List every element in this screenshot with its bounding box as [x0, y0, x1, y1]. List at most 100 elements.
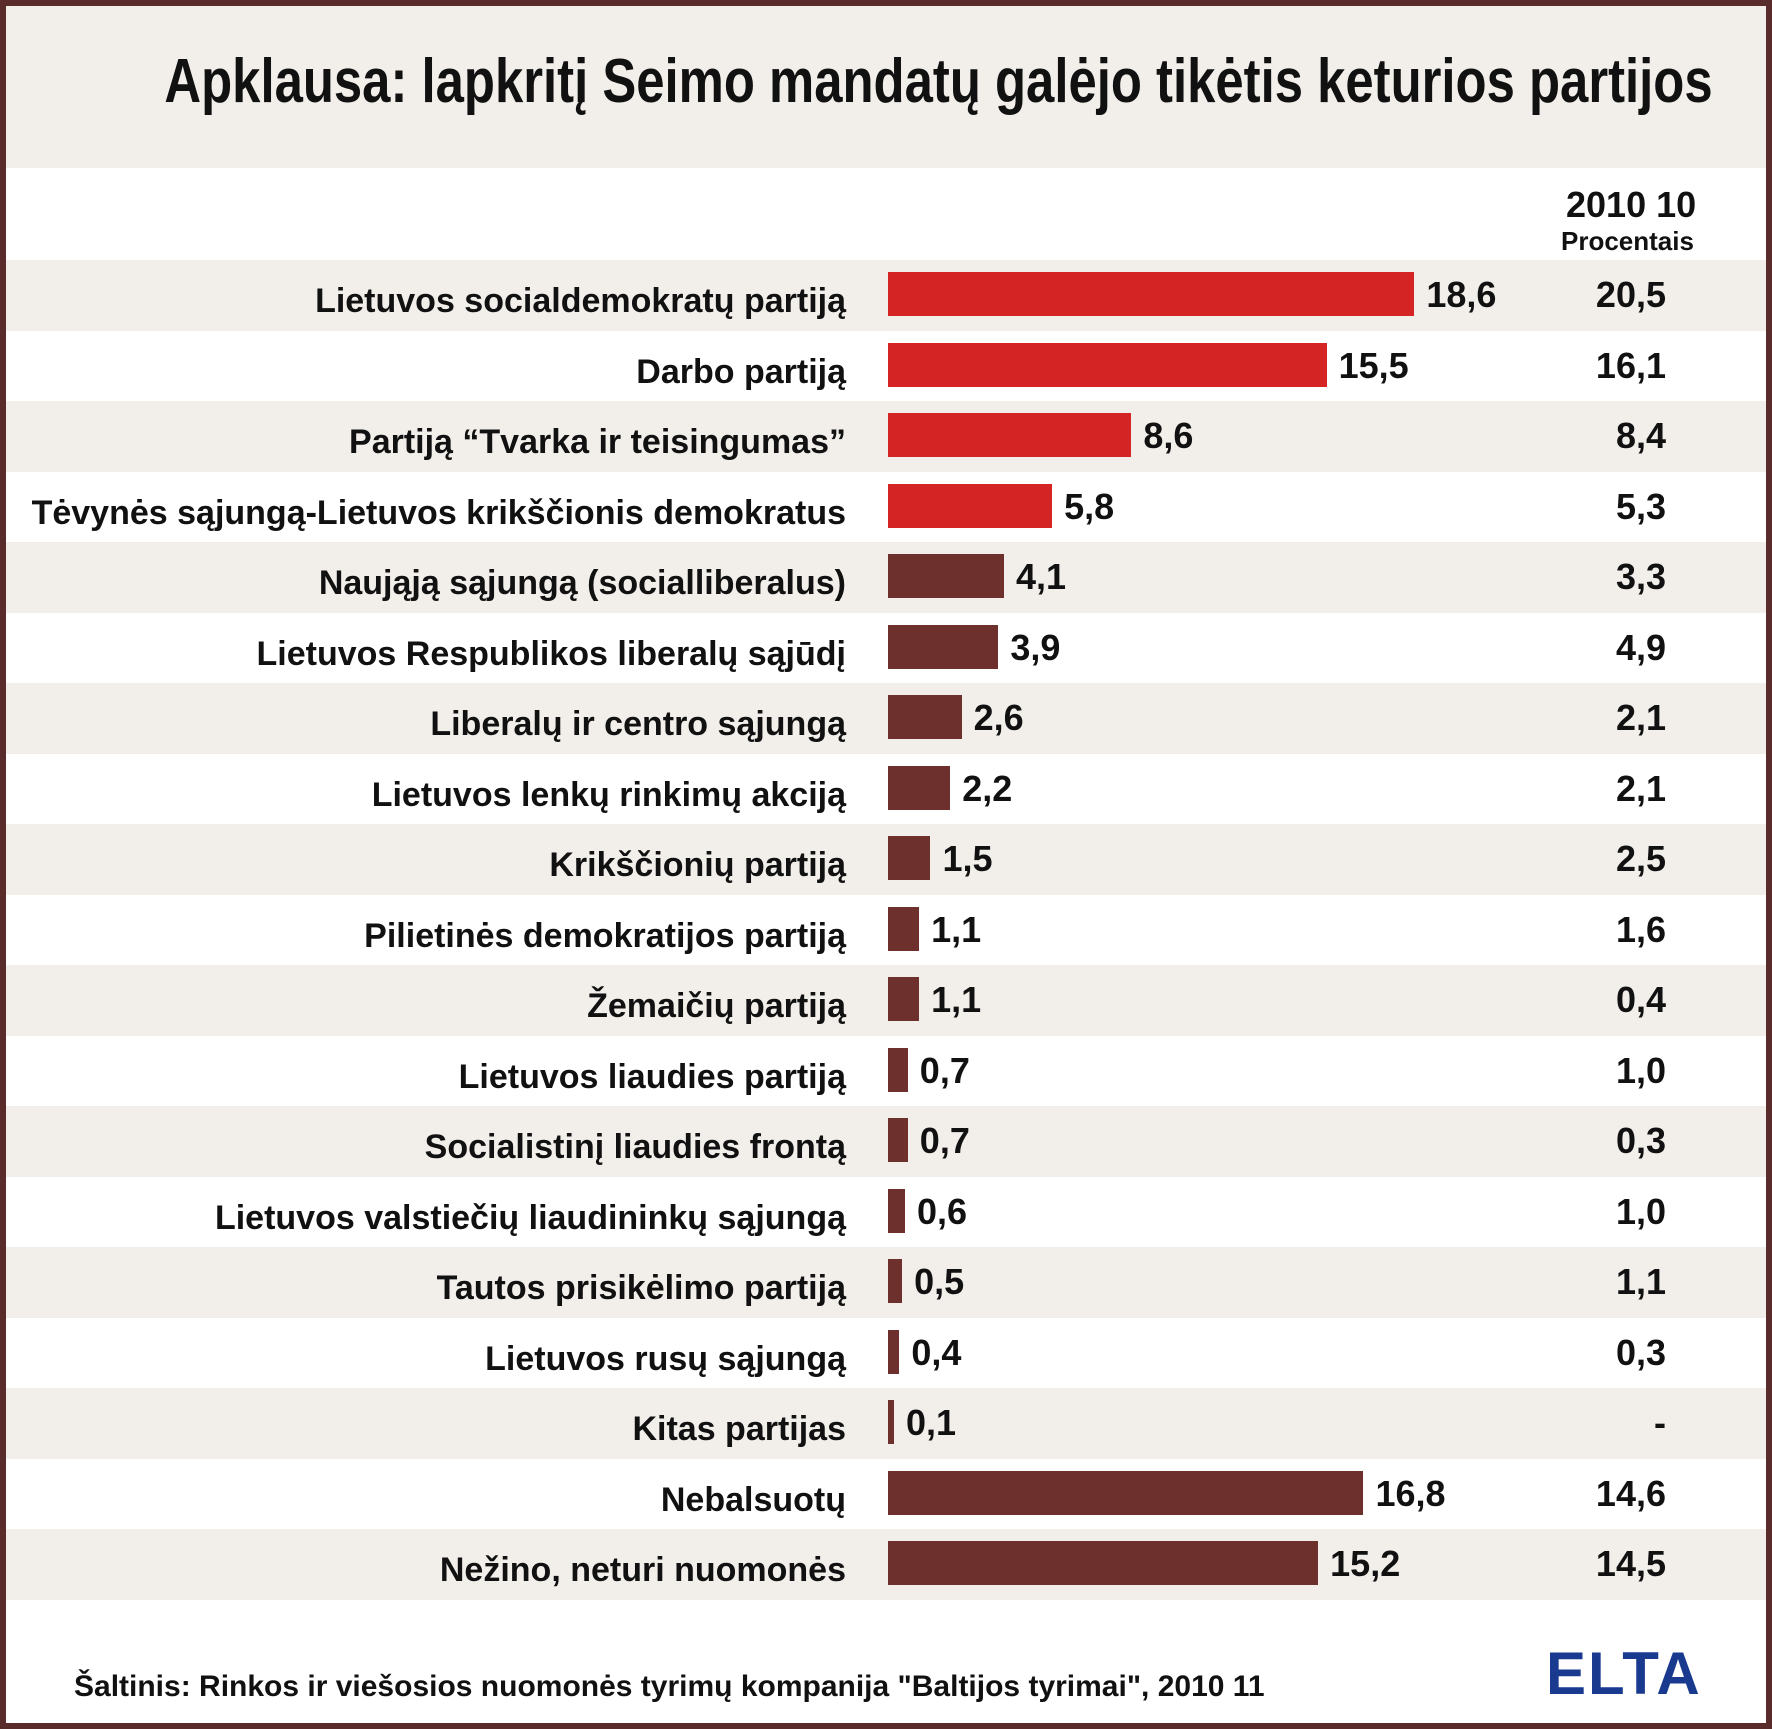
previous-value-label: 14,6 — [1595, 1472, 1666, 1514]
category-label: Nebalsuotų — [660, 1480, 846, 1519]
category-label: Naująją sąjungą (socialliberalus) — [318, 564, 846, 602]
category-label: Žemaičių partiją — [587, 987, 846, 1025]
previous-value-label: 1,0 — [1615, 1190, 1666, 1232]
previous-value-label: 2,1 — [1615, 767, 1666, 809]
table-row: Darbo partiją 15,5 16,1 — [6, 331, 1766, 402]
table-row: Lietuvos valstiečių liaudininkų sąjungą 0… — [6, 1177, 1766, 1248]
bar — [888, 906, 920, 951]
bar-value-label: 0,1 — [906, 1402, 957, 1443]
category-label: Tautos prisikėlimo partiją — [436, 1269, 846, 1307]
previous-value-label: 2,1 — [1615, 697, 1666, 738]
bar — [888, 342, 1327, 387]
bar-value-label: 4,1 — [1016, 556, 1067, 597]
table-row: Nežino, neturi nuomonės 15,2 14,5 — [6, 1529, 1766, 1600]
table-row: Socialistinį liaudies frontą 0,7 0,3 — [6, 1106, 1766, 1177]
bar-value-label: 15,5 — [1338, 344, 1409, 386]
previous-value-label: 1,0 — [1615, 1049, 1666, 1091]
bar — [888, 1259, 903, 1303]
bar — [888, 695, 962, 739]
bar-value-label: 0,4 — [911, 1331, 962, 1373]
previous-value-label: 14,5 — [1595, 1543, 1666, 1584]
table-row: Naująją sąjungą (socialliberalus) 4,1 3,3 — [6, 542, 1766, 613]
bar-value-label: 2,2 — [962, 767, 1013, 809]
bar — [888, 1047, 908, 1092]
category-label: Socialistinį liaudies frontą — [424, 1128, 846, 1166]
bar-value-label: 16,8 — [1375, 1472, 1446, 1514]
table-row: Žemaičių partiją 1,1 0,4 — [6, 965, 1766, 1036]
bar — [888, 977, 920, 1021]
bar — [888, 1541, 1319, 1585]
bar — [888, 1188, 905, 1233]
table-row: Pilietinės demokratijos partiją 1,1 1,6 — [6, 895, 1766, 966]
bar-value-label: 8,6 — [1143, 415, 1194, 456]
bar — [888, 554, 1005, 598]
bar — [888, 1118, 908, 1162]
previous-value-label: 0,4 — [1615, 979, 1666, 1020]
bar-value-label: 5,8 — [1064, 485, 1115, 527]
bar — [888, 836, 931, 880]
previous-value-label: - — [1654, 1402, 1666, 1443]
previous-value-label: 0,3 — [1615, 1120, 1666, 1161]
category-label: Partiją “Tvarka ir teisingumas” — [349, 423, 846, 461]
table-row: Lietuvos socialdemokratų partiją 18,6 20,5 — [6, 260, 1766, 331]
previous-value-label: 20,5 — [1595, 274, 1666, 315]
category-label: Lietuvos liaudies partiją — [458, 1057, 846, 1096]
bar — [888, 765, 951, 810]
category-label: Kitas partijas — [632, 1410, 846, 1448]
previous-value-label: 16,1 — [1595, 344, 1666, 386]
category-label: Lietuvos rusų sąjungą — [485, 1339, 846, 1378]
bar-rows: Lietuvos socialdemokratų partiją 18,6 20,5… — [6, 6, 1766, 1723]
bar — [888, 624, 999, 669]
bar-value-label: 18,6 — [1426, 274, 1497, 315]
bar-value-label: 0,7 — [919, 1120, 970, 1161]
category-label: Lietuvos lenkų rinkimų akciją — [371, 775, 846, 814]
category-label: Nežino, neturi nuomonės — [439, 1551, 846, 1589]
category-label: Darbo partiją — [636, 352, 846, 391]
bar-value-label: 15,2 — [1330, 1543, 1401, 1584]
bar — [888, 272, 1415, 316]
column-header-date: 2010 10 — [1566, 184, 1697, 225]
table-row: Tautos prisikėlimo partiją 0,5 1,1 — [6, 1247, 1766, 1318]
previous-value-label: 2,5 — [1615, 838, 1666, 879]
bar-value-label: 1,1 — [931, 908, 982, 950]
chart-title: Apklausa: lapkritį Seimo mandatų galėjo … — [164, 47, 1713, 116]
source-note: Šaltinis: Rinkos ir viešosios nuomonės t… — [74, 1670, 1265, 1703]
table-row: Lietuvos liaudies partiją 0,7 1,0 — [6, 1036, 1766, 1107]
previous-value-label: 4,9 — [1615, 626, 1666, 668]
previous-value-label: 1,1 — [1615, 1261, 1666, 1302]
bar-value-label: 3,9 — [1010, 626, 1061, 668]
table-row: Partiją “Tvarka ir teisingumas” 8,6 8,4 — [6, 401, 1766, 472]
table-row: Tėvynės sąjungą-Lietuvos krikščionis dem… — [6, 472, 1766, 543]
bar — [888, 1400, 894, 1444]
previous-value-label: 1,6 — [1615, 908, 1666, 950]
table-row: Krikščionių partiją 1,5 2,5 — [6, 824, 1766, 895]
category-label: Liberalų ir centro sąjungą — [430, 705, 846, 743]
bar — [888, 413, 1132, 457]
bar — [888, 483, 1053, 528]
bar — [888, 1329, 900, 1374]
bar-value-label: 0,6 — [916, 1190, 968, 1232]
previous-value-label: 8,4 — [1615, 415, 1666, 456]
bar-value-label: 0,5 — [914, 1261, 965, 1302]
table-row: Lietuvos lenkų rinkimų akciją 2,2 2,1 — [6, 754, 1766, 825]
category-label: Krikščionių partiją — [549, 846, 846, 884]
previous-value-label: 0,3 — [1615, 1331, 1666, 1373]
bar-value-label: 1,1 — [931, 979, 982, 1020]
bar — [888, 1470, 1364, 1515]
bar-value-label: 2,6 — [973, 697, 1024, 738]
table-row: Kitas partijas 0,1 - — [6, 1388, 1766, 1459]
table-row: Lietuvos Respublikos liberalų sąjūdį 3,9 4… — [6, 613, 1766, 684]
category-label: Tėvynės sąjungą-Lietuvos krikščionis dem… — [31, 493, 846, 532]
table-row: Lietuvos rusų sąjungą 0,4 0,3 — [6, 1318, 1766, 1389]
elta-logo: ELTA — [1546, 1640, 1702, 1707]
title-band — [6, 6, 1766, 168]
category-label: Pilietinės demokratijos partiją — [364, 916, 846, 955]
previous-value-label: 3,3 — [1615, 556, 1666, 597]
table-row: Liberalų ir centro sąjungą 2,6 2,1 — [6, 683, 1766, 754]
category-label: Lietuvos Respublikos liberalų sąjūdį — [256, 634, 846, 673]
column-header-unit: Procentais — [1561, 226, 1694, 256]
bar-value-label: 1,5 — [942, 838, 993, 879]
category-label: Lietuvos valstiečių liaudininkų sąjungą — [214, 1198, 846, 1237]
bar-value-label: 0,7 — [919, 1049, 970, 1091]
